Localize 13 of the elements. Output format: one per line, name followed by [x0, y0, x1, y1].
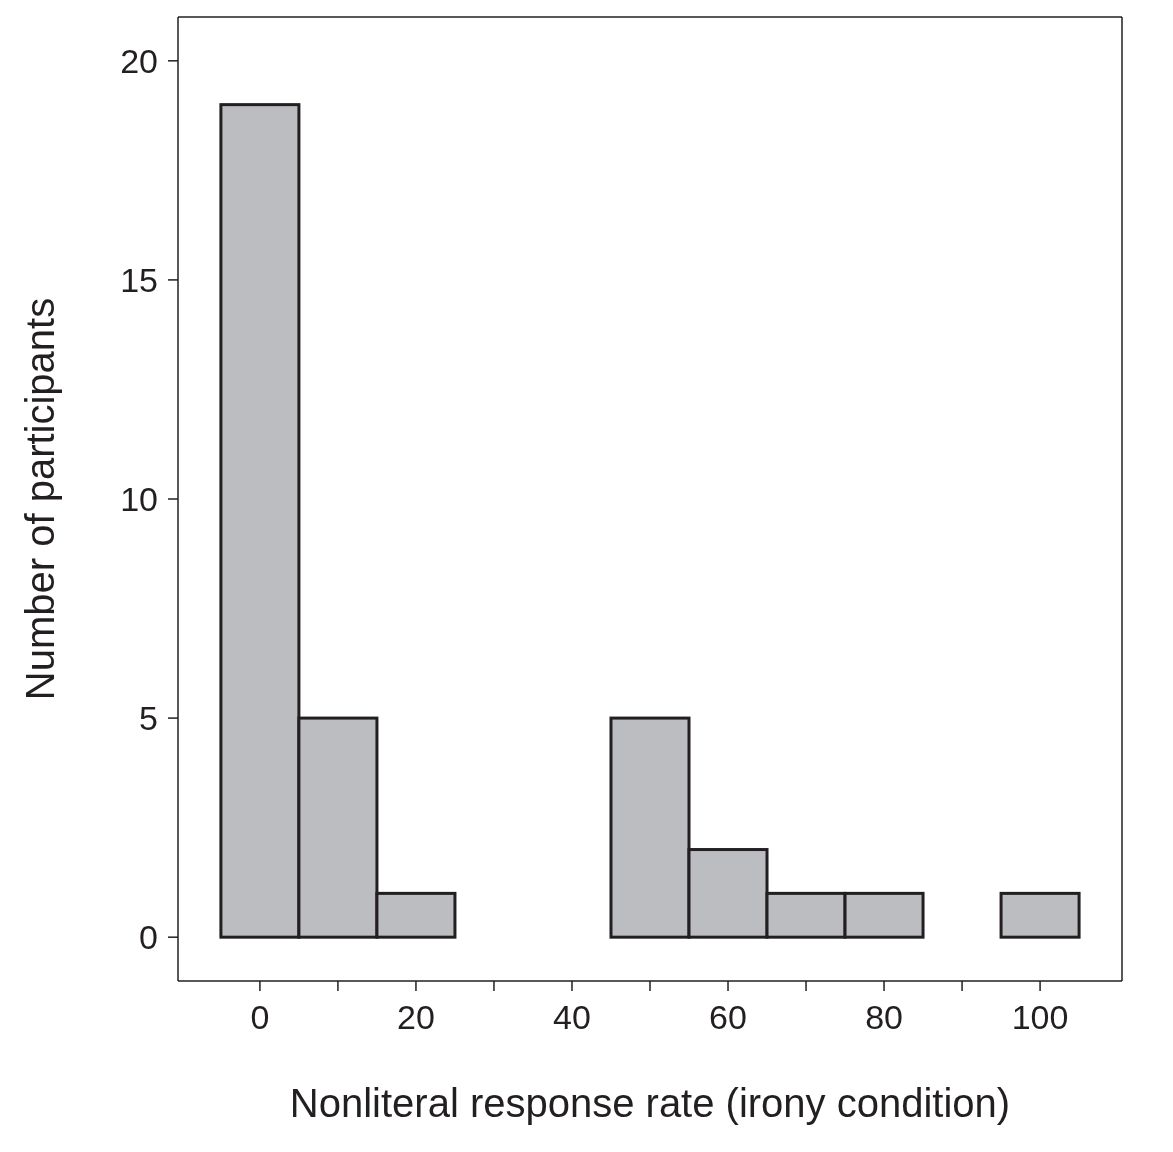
x-tick-label: 80 — [865, 998, 903, 1037]
y-tick-label: 15 — [120, 260, 158, 299]
y-tick-label: 5 — [139, 699, 158, 738]
y-tick-label: 10 — [120, 480, 158, 519]
x-tick-label: 100 — [1011, 998, 1069, 1037]
x-tick-label: 0 — [250, 998, 270, 1037]
y-axis-title: Number of participants — [18, 297, 63, 701]
x-axis-title: Nonliteral response rate (irony condition) — [289, 1081, 1011, 1125]
y-tick-label: 20 — [120, 41, 158, 80]
x-tick-label: 60 — [709, 998, 747, 1037]
x-tick-label: 40 — [553, 998, 591, 1037]
x-tick-label: 20 — [397, 998, 435, 1037]
y-tick-label: 0 — [139, 918, 158, 957]
